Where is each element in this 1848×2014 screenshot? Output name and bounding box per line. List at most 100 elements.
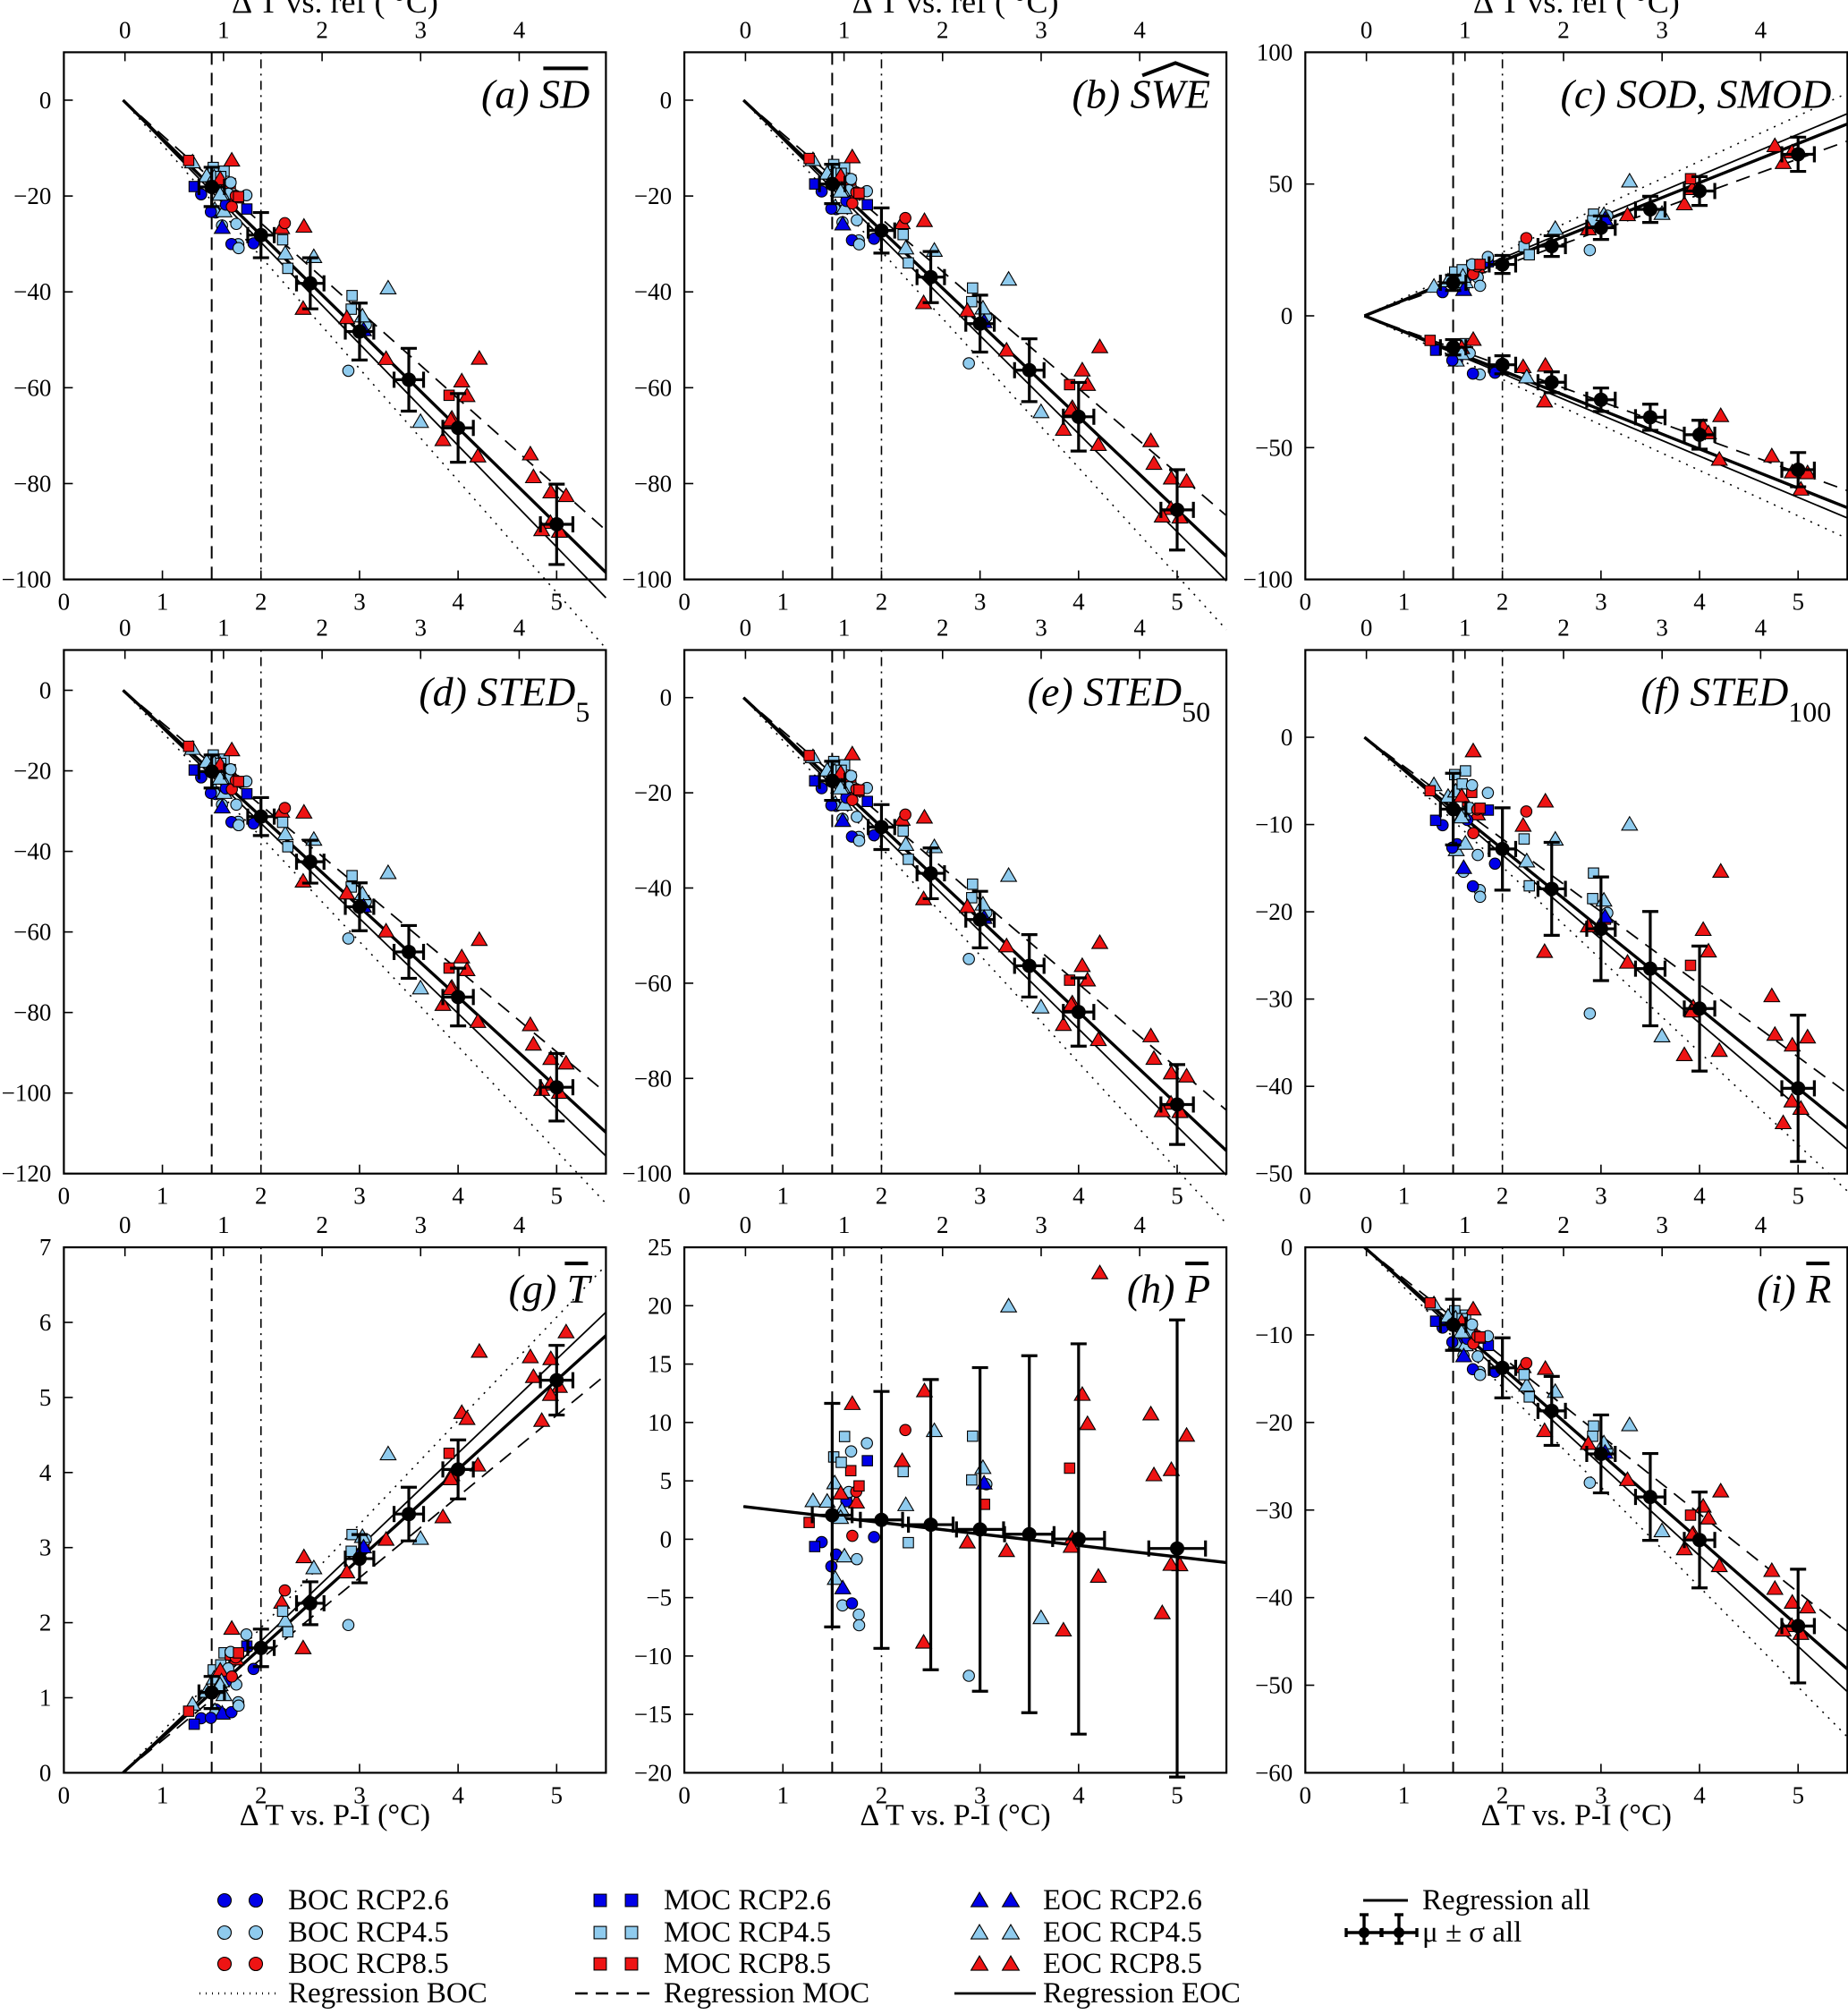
svg-text:EOC RCP4.5: EOC RCP4.5 (1043, 1916, 1202, 1949)
svg-text:−40: −40 (1255, 1073, 1293, 1100)
svg-text:Δ T vs. ref ( °C): Δ T vs. ref ( °C) (232, 0, 438, 20)
svg-text:Δ T vs. ref ( °C): Δ T vs. ref ( °C) (1473, 0, 1680, 20)
svg-text:4: 4 (513, 615, 526, 642)
svg-text:100: 100 (1257, 38, 1293, 65)
svg-text:4: 4 (452, 1781, 464, 1808)
svg-text:3: 3 (39, 1534, 52, 1561)
svg-text:−80: −80 (634, 470, 672, 497)
svg-text:−40: −40 (634, 875, 672, 902)
svg-text:3: 3 (415, 16, 428, 43)
svg-text:1: 1 (777, 1183, 790, 1210)
svg-text:−20: −20 (634, 779, 672, 806)
svg-text:Δ T vs. P-I (°C): Δ T vs. P-I (°C) (240, 1798, 430, 1831)
svg-text:3: 3 (974, 1183, 987, 1210)
svg-text:0: 0 (1361, 615, 1373, 642)
svg-text:50: 50 (1268, 171, 1293, 198)
svg-text:1: 1 (157, 1781, 169, 1808)
svg-text:0: 0 (119, 615, 131, 642)
svg-text:0: 0 (58, 1183, 71, 1210)
svg-text:20: 20 (648, 1292, 672, 1319)
svg-text:−20: −20 (13, 183, 51, 209)
svg-text:3: 3 (415, 1211, 428, 1238)
svg-text:MOC RCP8.5: MOC RCP8.5 (664, 1948, 831, 1980)
svg-text:2: 2 (1496, 589, 1509, 616)
svg-text:2: 2 (316, 1211, 328, 1238)
svg-text:Δ T vs. P-I (°C): Δ T vs. P-I (°C) (1481, 1798, 1672, 1831)
svg-text:−60: −60 (634, 970, 672, 997)
svg-text:4: 4 (1072, 589, 1085, 616)
svg-text:2: 2 (937, 615, 949, 642)
svg-text:1: 1 (777, 589, 790, 616)
svg-text:1: 1 (157, 1183, 169, 1210)
svg-text:0: 0 (1300, 1183, 1312, 1210)
svg-text:MOC RCP4.5: MOC RCP4.5 (664, 1916, 831, 1949)
svg-text:(i) R: (i) R (1757, 1266, 1831, 1312)
svg-text:4: 4 (1133, 16, 1146, 43)
svg-text:−20: −20 (13, 758, 51, 785)
svg-text:4: 4 (513, 1211, 526, 1238)
svg-text:0: 0 (740, 16, 752, 43)
svg-text:0: 0 (58, 589, 71, 616)
svg-text:(b) SWE: (b) SWE (1072, 71, 1211, 116)
svg-text:−10: −10 (634, 1643, 672, 1670)
svg-text:1: 1 (217, 615, 230, 642)
svg-text:5: 5 (1171, 1183, 1183, 1210)
svg-text:3: 3 (353, 1183, 366, 1210)
svg-text:−100: −100 (1243, 566, 1293, 593)
svg-text:2: 2 (316, 615, 328, 642)
svg-text:4: 4 (1693, 589, 1706, 616)
svg-text:5: 5 (1792, 1781, 1804, 1808)
svg-text:2: 2 (1557, 615, 1570, 642)
svg-text:5: 5 (1792, 589, 1804, 616)
svg-text:3: 3 (1035, 16, 1047, 43)
svg-text:MOC RCP2.6: MOC RCP2.6 (664, 1884, 831, 1916)
svg-text:3: 3 (1035, 615, 1047, 642)
svg-text:(g) T: (g) T (509, 1266, 593, 1312)
svg-text:1: 1 (838, 615, 851, 642)
svg-text:4: 4 (513, 16, 526, 43)
svg-text:3: 3 (974, 589, 987, 616)
svg-text:0: 0 (660, 87, 673, 114)
svg-text:0: 0 (58, 1781, 71, 1808)
svg-text:1: 1 (217, 16, 230, 43)
svg-text:EOC RCP8.5: EOC RCP8.5 (1043, 1948, 1202, 1980)
svg-text:3: 3 (1595, 1183, 1607, 1210)
svg-text:1: 1 (1459, 1211, 1471, 1238)
svg-text:0: 0 (1300, 589, 1312, 616)
svg-text:2: 2 (255, 1183, 267, 1210)
svg-text:5: 5 (1171, 589, 1183, 616)
svg-text:1: 1 (1459, 615, 1471, 642)
svg-text:−60: −60 (13, 374, 51, 401)
svg-text:−10: −10 (1255, 812, 1293, 838)
svg-text:25: 25 (648, 1234, 672, 1261)
svg-text:−50: −50 (1255, 434, 1293, 461)
svg-text:BOC RCP8.5: BOC RCP8.5 (288, 1948, 449, 1980)
svg-text:−5: −5 (646, 1585, 672, 1611)
svg-text:−50: −50 (1255, 1672, 1293, 1699)
svg-text:2: 2 (937, 1211, 949, 1238)
svg-text:2: 2 (1557, 16, 1570, 43)
svg-text:−100: −100 (622, 566, 672, 593)
svg-text:4: 4 (1755, 615, 1767, 642)
svg-text:5: 5 (39, 1384, 52, 1411)
svg-text:(h) P: (h) P (1127, 1266, 1210, 1312)
svg-text:4: 4 (1072, 1781, 1085, 1808)
svg-text:−60: −60 (13, 919, 51, 946)
svg-text:Regression EOC: Regression EOC (1043, 1977, 1241, 2010)
svg-text:1: 1 (1459, 16, 1471, 43)
svg-text:2: 2 (876, 1183, 888, 1210)
svg-text:−30: −30 (1255, 1497, 1293, 1524)
svg-text:−40: −40 (13, 838, 51, 865)
svg-text:0: 0 (678, 1183, 691, 1210)
svg-text:Δ T vs. ref ( °C): Δ T vs. ref ( °C) (852, 0, 1059, 20)
svg-text:4: 4 (1072, 1183, 1085, 1210)
svg-text:3: 3 (1656, 615, 1668, 642)
svg-text:1: 1 (1398, 589, 1411, 616)
svg-text:−120: −120 (2, 1160, 52, 1187)
svg-text:−20: −20 (1255, 898, 1293, 925)
svg-text:−100: −100 (2, 566, 52, 593)
svg-text:4: 4 (1693, 1183, 1706, 1210)
svg-text:0: 0 (660, 684, 673, 711)
svg-text:3: 3 (353, 589, 366, 616)
svg-text:4: 4 (1693, 1781, 1706, 1808)
